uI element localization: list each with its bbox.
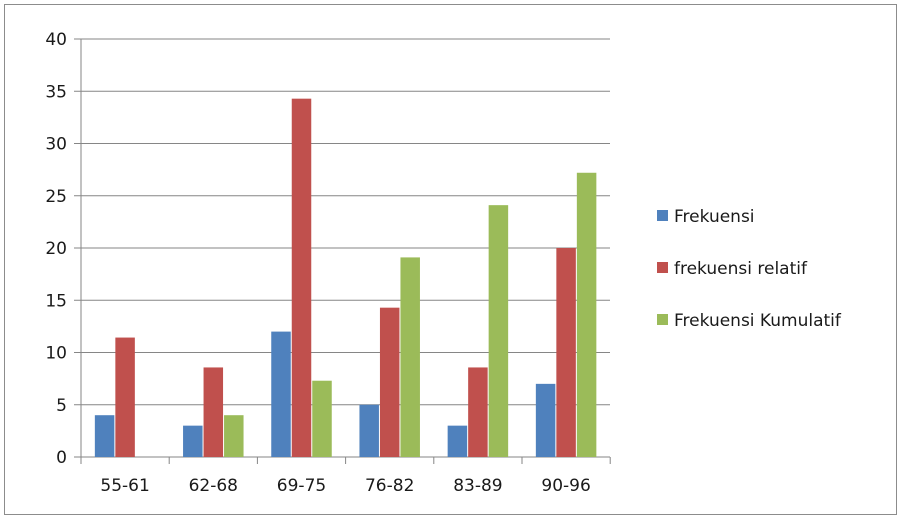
bar-frekuensi — [94, 415, 115, 457]
bar-frekuensi-relatif — [291, 98, 312, 458]
y-tick-label: 5 — [56, 396, 67, 416]
bar-frekuensi-kumulatif — [400, 257, 420, 457]
bar-frekuensi-kumulatif — [312, 380, 332, 457]
y-tick-label: 35 — [45, 82, 67, 102]
bar-frekuensi — [535, 383, 556, 457]
bar-frekuensi-kumulatif — [488, 205, 509, 457]
y-tick-label: 0 — [56, 448, 67, 468]
y-axis-tick-labels: 0 5 10 15 20 25 30 35 40 — [45, 30, 67, 468]
bar-frekuensi-relatif — [115, 337, 135, 457]
legend-label: Frekuensi — [674, 207, 755, 227]
y-tick-label: 20 — [45, 239, 67, 259]
bar-frekuensi — [359, 404, 379, 457]
legend-label: frekuensi relatif — [674, 259, 808, 279]
bar-frekuensi-relatif — [203, 367, 224, 457]
legend-label: Frekuensi Kumulatif — [674, 311, 842, 331]
bars — [94, 98, 597, 458]
bar-frekuensi-kumulatif — [576, 172, 597, 457]
x-tick-label: 76-82 — [365, 476, 414, 496]
x-tick-label: 62-68 — [189, 476, 238, 496]
x-tick-label: 69-75 — [277, 476, 326, 496]
x-tick-label: 90-96 — [541, 476, 590, 496]
y-tick-label: 10 — [45, 344, 67, 364]
y-tick-label: 15 — [45, 291, 67, 311]
legend-swatch — [657, 314, 668, 325]
x-axis-tick-labels: 55-61 62-68 69-75 76-82 83-89 90-96 — [100, 476, 590, 496]
bar-frekuensi-relatif — [468, 367, 488, 457]
y-tick-label: 30 — [45, 135, 67, 155]
x-tick-label: 83-89 — [453, 476, 502, 496]
legend-swatch — [657, 262, 668, 273]
x-tick-label: 55-61 — [100, 476, 149, 496]
y-tick-label: 40 — [45, 30, 67, 50]
legend: Frekuensi frekuensi relatif Frekuensi Kumu… — [657, 207, 842, 331]
bar-frekuensi — [447, 425, 468, 457]
gridlines — [81, 38, 610, 406]
bar-frekuensi-relatif — [379, 307, 400, 457]
axes — [74, 38, 611, 464]
bar-frekuensi-relatif — [556, 248, 576, 457]
bar-frekuensi-kumulatif — [224, 415, 244, 457]
bar-frekuensi — [183, 425, 203, 457]
legend-swatch — [657, 210, 668, 221]
bar-frekuensi — [271, 331, 291, 457]
y-tick-label: 25 — [45, 187, 67, 207]
